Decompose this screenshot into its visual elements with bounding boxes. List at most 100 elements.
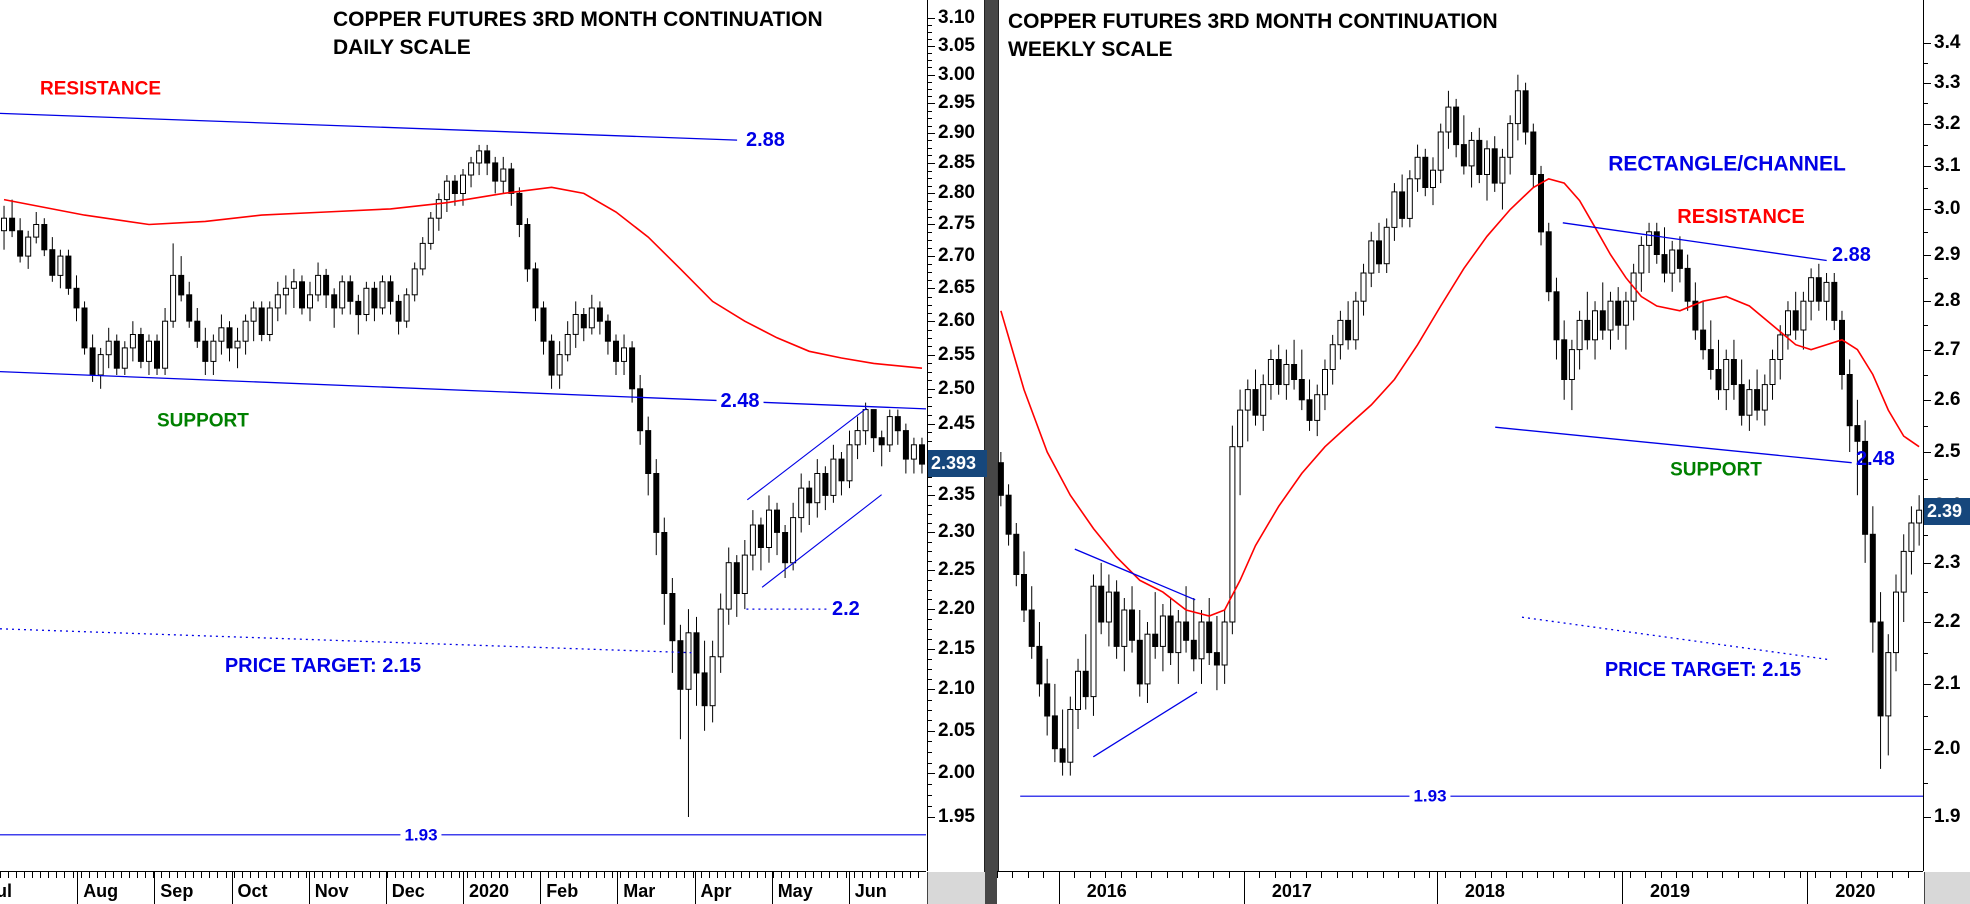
time-tick	[1737, 872, 1739, 878]
y-minor-tick	[927, 217, 932, 218]
time-tick	[1552, 872, 1554, 878]
month-boundary	[848, 872, 850, 904]
year-boundary	[1243, 872, 1245, 904]
time-tick	[901, 872, 903, 878]
time-tick	[595, 872, 597, 878]
month-label: Apr	[700, 881, 732, 901]
time-tick	[845, 872, 847, 878]
year-boundary	[1622, 872, 1623, 904]
time-tick	[676, 872, 678, 878]
time-tick	[523, 872, 525, 878]
time-tick	[112, 872, 114, 878]
y-axis-label: 2.5	[1934, 441, 1961, 462]
time-tick	[1892, 872, 1894, 878]
y-major-tick	[1923, 622, 1931, 623]
time-tick	[724, 872, 726, 878]
y-major-tick	[1923, 166, 1931, 167]
y-minor-tick	[927, 741, 932, 742]
time-tick	[917, 872, 919, 878]
time-tick	[1645, 872, 1647, 878]
time-tick	[136, 872, 138, 878]
time-tick	[1521, 872, 1523, 878]
time-tick	[426, 872, 428, 878]
y-major-tick	[927, 495, 935, 496]
time-tick	[483, 872, 485, 878]
y-major-tick	[1923, 43, 1931, 44]
time-tick	[153, 872, 154, 878]
month-boundary	[694, 872, 696, 904]
y-axis-label: 2.45	[938, 413, 975, 434]
y-major-tick	[927, 570, 935, 571]
time-tick	[56, 872, 58, 878]
y-minor-tick	[1923, 716, 1928, 717]
time-tick	[603, 872, 605, 878]
y-axis-label: 3.00	[938, 64, 975, 85]
y-minor-tick	[1923, 145, 1928, 146]
daily-chart-panel: RESISTANCE 2.88 SUPPORT 2.48 PRICE TARGET: 2…	[0, 0, 927, 871]
time-tick	[1907, 872, 1909, 878]
time-tick	[1583, 872, 1585, 878]
y-axis-line	[927, 0, 928, 871]
y-axis-label: 3.3	[1934, 72, 1961, 93]
time-tick	[306, 872, 307, 878]
time-tick	[362, 872, 364, 878]
y-minor-tick	[927, 720, 932, 721]
time-tick	[797, 872, 799, 878]
daily-last-price-marker: 2.393	[928, 450, 987, 477]
y-axis-label: 2.0	[1934, 738, 1961, 759]
time-tick	[475, 872, 477, 878]
time-tick	[893, 872, 895, 878]
y-major-tick	[1923, 209, 1931, 210]
y-minor-tick	[927, 599, 932, 600]
time-tick	[579, 872, 581, 878]
y-axis-label: 3.1	[1934, 155, 1961, 176]
time-tick	[144, 872, 146, 878]
time-tick	[1166, 872, 1168, 878]
y-minor-tick	[927, 580, 932, 581]
time-tick	[1182, 872, 1184, 878]
time-tick	[338, 872, 340, 878]
month-label: Jun	[854, 881, 887, 901]
y-major-tick	[927, 163, 935, 164]
time-tick	[1845, 872, 1847, 878]
time-tick	[781, 872, 783, 878]
y-axis-label: 2.9	[1934, 244, 1961, 265]
time-tick	[1043, 872, 1045, 878]
time-tick	[450, 872, 452, 878]
month-label: May	[777, 881, 813, 901]
time-tick	[410, 872, 412, 878]
y-minor-tick	[927, 330, 932, 331]
time-tick	[909, 872, 911, 878]
y-minor-tick	[927, 806, 932, 807]
time-tick	[241, 872, 243, 878]
y-minor-tick	[927, 89, 932, 90]
y-minor-tick	[927, 477, 932, 478]
month-label: Mar	[623, 881, 656, 901]
time-tick	[88, 872, 90, 878]
y-minor-tick	[927, 590, 932, 591]
time-tick	[1305, 872, 1307, 878]
y-minor-tick	[927, 679, 932, 680]
y-major-tick	[927, 689, 935, 690]
y-major-tick	[1923, 301, 1931, 302]
month-label: Sep	[160, 881, 194, 901]
time-tick	[1398, 872, 1400, 878]
y-minor-tick	[927, 639, 932, 640]
time-tick	[789, 872, 791, 878]
y-minor-tick	[927, 505, 932, 506]
time-tick	[1768, 872, 1770, 878]
time-tick	[467, 872, 468, 878]
y-major-tick	[927, 288, 935, 289]
y-major-tick	[1923, 684, 1931, 685]
time-tick	[289, 872, 291, 878]
y-minor-tick	[927, 432, 932, 433]
time-tick	[636, 872, 638, 878]
month-label: 2020	[469, 881, 510, 901]
time-tick	[0, 872, 1, 878]
daily-title-line2: DAILY SCALE	[333, 36, 471, 60]
y-major-tick	[927, 256, 935, 257]
y-major-tick	[927, 18, 935, 19]
time-tick	[1213, 872, 1215, 878]
weekly-title-line1: COPPER FUTURES 3RD MONTH CONTINUATION	[1008, 10, 1498, 33]
time-tick	[1352, 872, 1353, 878]
